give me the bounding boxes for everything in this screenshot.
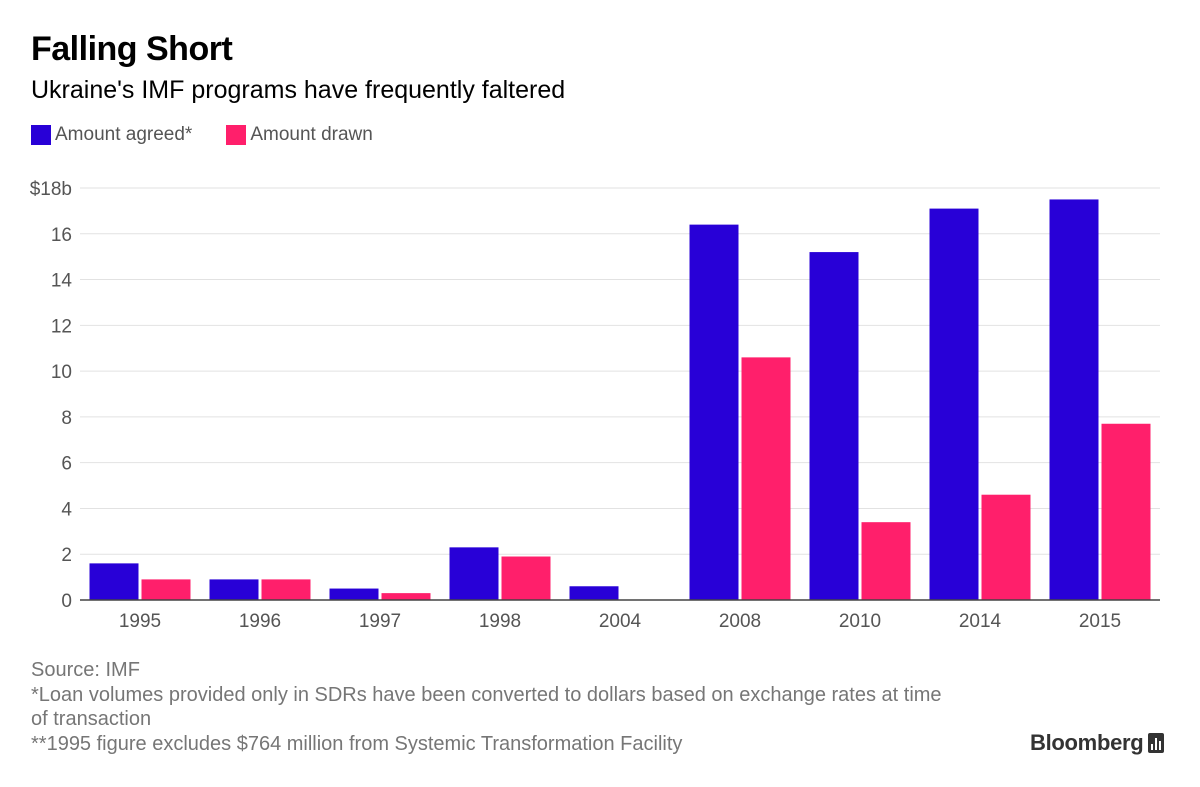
legend-swatch-drawn — [226, 125, 247, 145]
bar-agreed-1995 — [89, 563, 139, 600]
y-tick-label: 16 — [51, 225, 72, 246]
brand-name: Bloomberg — [1030, 730, 1144, 755]
y-tick-label: 4 — [61, 499, 72, 520]
source-note: Source: IMF — [31, 659, 140, 681]
footnote-1995: **1995 figure excludes $764 million from… — [31, 732, 683, 755]
x-tick-label: 1997 — [359, 611, 401, 632]
bar-drawn-1996 — [261, 579, 311, 600]
bar-agreed-2014 — [929, 208, 979, 600]
bar-agreed-2010 — [809, 252, 859, 601]
bar-agreed-2015 — [1049, 199, 1099, 600]
bloomberg-chart-icon — [1148, 733, 1165, 753]
x-tick-label: 1995 — [119, 611, 161, 632]
bar-drawn-2015 — [1101, 423, 1151, 600]
x-tick-label: 2015 — [1079, 611, 1121, 632]
legend-swatch-agreed — [31, 125, 51, 145]
chart-subtitle: Ukraine's IMF programs have frequently f… — [31, 76, 566, 104]
y-tick-label: 10 — [51, 362, 72, 383]
x-tick-label: 1996 — [239, 611, 281, 632]
chart-title: Falling Short — [31, 30, 233, 68]
y-tick-label: $18b — [30, 179, 72, 200]
bar-drawn-2008 — [741, 357, 791, 600]
x-tick-label: 2008 — [719, 611, 761, 632]
bar-agreed-2004 — [569, 586, 619, 600]
bar-drawn-2014 — [981, 494, 1031, 600]
bar-agreed-1996 — [209, 579, 259, 600]
bar-agreed-1997 — [329, 588, 379, 600]
bar-drawn-1997 — [381, 593, 431, 600]
bar-drawn-2010 — [861, 522, 911, 600]
y-tick-label: 8 — [61, 408, 72, 429]
x-tick-label: 1998 — [479, 611, 521, 632]
x-tick-label: 2014 — [959, 611, 1002, 632]
y-tick-label: 14 — [51, 271, 73, 292]
y-tick-label: 2 — [61, 545, 72, 566]
x-tick-label: 2010 — [839, 611, 881, 632]
bar-drawn-1998 — [501, 556, 551, 600]
bloomberg-logo: Bloomberg — [1030, 730, 1165, 756]
footnote-sdr: *Loan volumes provided only in SDRs have… — [31, 683, 942, 731]
legend-label-agreed: Amount agreed* — [55, 124, 193, 145]
y-tick-label: 12 — [51, 316, 72, 337]
legend-label-drawn: Amount drawn — [250, 124, 373, 145]
x-tick-label: 2004 — [599, 611, 642, 632]
legend: Amount agreed* Amount drawn — [31, 123, 407, 147]
bar-drawn-1995 — [141, 579, 191, 600]
legend-item-drawn: Amount drawn — [226, 124, 373, 146]
y-tick-label: 6 — [61, 454, 72, 475]
legend-item-agreed: Amount agreed* — [31, 124, 192, 146]
y-tick-label: 0 — [61, 591, 72, 612]
footer: Source: IMF *Loan volumes provided only … — [31, 658, 961, 756]
bar-agreed-2008 — [689, 224, 739, 600]
bar-agreed-1998 — [449, 547, 499, 600]
